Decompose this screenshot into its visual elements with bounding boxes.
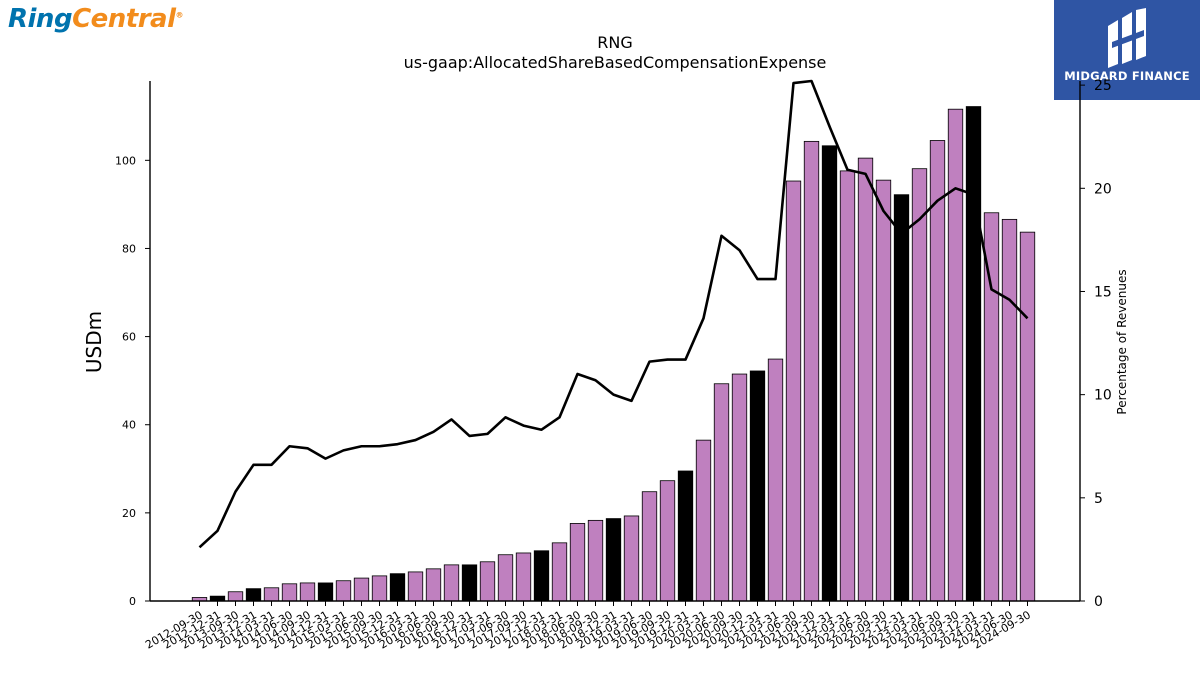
revenue-percentage-line	[198, 79, 1029, 549]
bar	[263, 587, 280, 602]
bar	[821, 145, 838, 602]
bar	[893, 194, 910, 602]
bar	[731, 373, 748, 602]
bar	[515, 552, 532, 602]
bar	[911, 168, 928, 602]
y2-tick-label: 15	[1094, 284, 1112, 300]
y-tick-label: 20	[122, 507, 136, 520]
y-tick-label: 80	[122, 242, 136, 255]
y2-tick-label: 5	[1094, 491, 1103, 507]
chart-title: RNG	[597, 33, 632, 52]
bar	[713, 383, 730, 602]
bar	[299, 582, 316, 602]
bar	[1001, 218, 1018, 602]
bar	[983, 212, 1000, 602]
bar	[443, 564, 460, 602]
bar	[929, 140, 946, 602]
ringcentral-logo: RingCentral®	[8, 4, 183, 34]
bar	[353, 577, 370, 602]
bar	[389, 573, 406, 602]
bar	[857, 157, 874, 602]
y-axis-label: USDm	[82, 311, 106, 373]
line-group	[198, 79, 1029, 549]
bar	[335, 580, 352, 602]
midgard-emblem-icon	[1108, 8, 1146, 68]
bar	[425, 568, 442, 602]
bar	[497, 554, 514, 602]
y-tick-label: 40	[122, 419, 136, 432]
bar	[533, 550, 550, 602]
bar	[641, 491, 658, 602]
bar	[839, 170, 856, 602]
bar	[749, 370, 766, 602]
y-tick-label: 100	[115, 154, 136, 167]
bar	[551, 542, 568, 602]
bar	[245, 588, 262, 602]
bar	[677, 470, 694, 602]
y2-tick-label: 25	[1094, 78, 1112, 94]
bar	[695, 439, 712, 602]
axes-group: 02040608010005101520252012-09-302012-12-…	[115, 78, 1112, 651]
bar	[605, 518, 622, 602]
bar	[947, 108, 964, 602]
midgard-finance-logo: MIDGARD FINANCE	[1054, 0, 1200, 100]
bar	[659, 480, 676, 602]
chart-subtitle: us-gaap:AllocatedShareBasedCompensationE…	[404, 53, 827, 72]
midgard-finance-text: MIDGARD FINANCE	[1064, 69, 1190, 83]
y2-axis-label: Percentage of Revenues	[1115, 269, 1129, 414]
logo-text-ring: Ring	[8, 4, 73, 34]
bar	[461, 564, 478, 602]
bar	[479, 561, 496, 602]
logo-text-central: Central	[72, 4, 176, 34]
bar	[317, 582, 334, 602]
bars-group	[191, 106, 1036, 602]
bar	[569, 523, 586, 602]
bar	[209, 595, 226, 602]
y-tick-label: 0	[129, 595, 136, 608]
bar	[803, 140, 820, 602]
logo-registered-mark: ®	[175, 10, 184, 20]
bar	[623, 515, 640, 602]
y2-tick-label: 0	[1094, 594, 1103, 610]
bar	[227, 591, 244, 602]
y2-tick-label: 10	[1094, 388, 1112, 404]
bar	[965, 106, 982, 602]
bar	[407, 571, 424, 602]
y2-tick-label: 20	[1094, 181, 1112, 197]
bar	[371, 575, 388, 602]
y-tick-label: 60	[122, 331, 136, 344]
bar	[281, 583, 298, 602]
bar	[875, 179, 892, 602]
bar	[1019, 231, 1036, 602]
bar	[587, 519, 604, 602]
bar	[767, 358, 784, 602]
bar	[785, 180, 802, 602]
